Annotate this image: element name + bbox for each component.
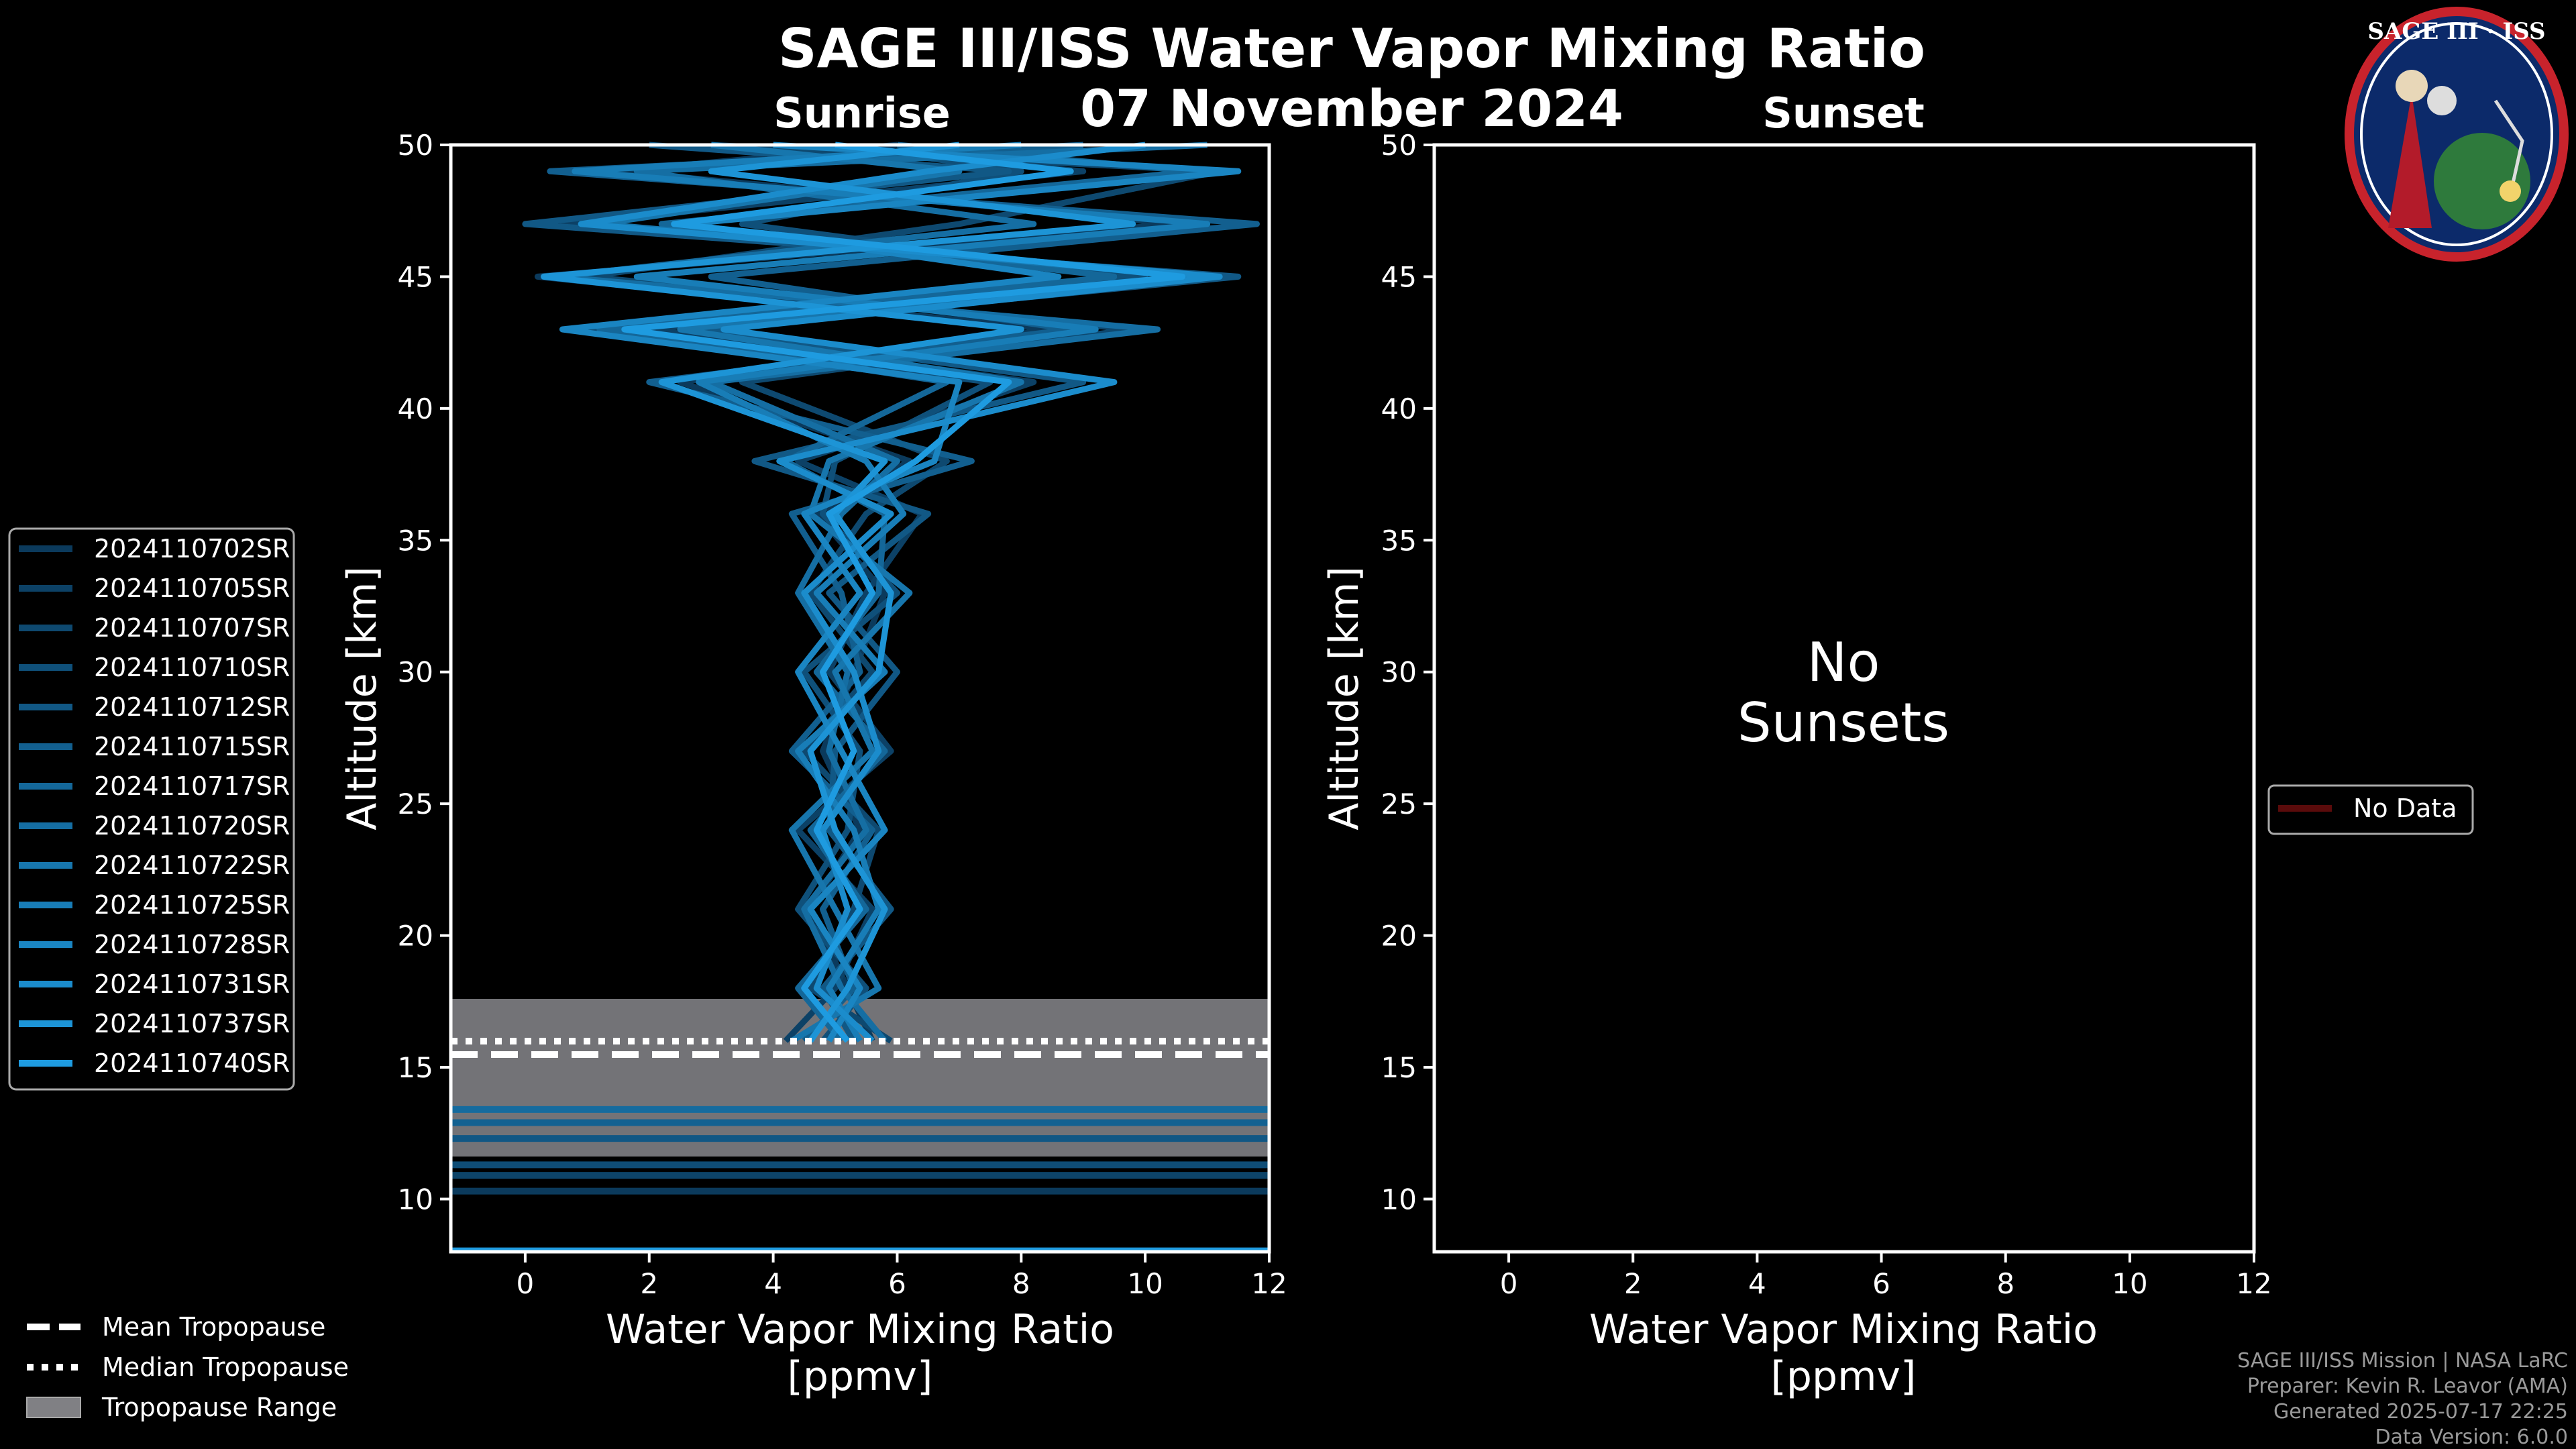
legend-label-2024110731SR: 2024110731SR <box>94 969 290 999</box>
sunrise-ytick-label: 40 <box>398 392 433 425</box>
sunrise-profiles <box>522 142 1260 1044</box>
sunrise-ytick-label: 45 <box>398 260 433 293</box>
chart-title: SAGE III/ISS Water Vapor Mixing Ratio <box>778 17 1925 80</box>
sunset-x-ticks: 0 2 4 6 8 10 12 <box>1500 1252 2272 1300</box>
sunset-xtick-label: 6 <box>1872 1267 1890 1300</box>
legend-label-2024110717SR: 2024110717SR <box>94 771 290 801</box>
no-data-legend-label: No Data <box>2353 794 2457 823</box>
sunrise-y-axis-label: Altitude [km] <box>339 566 386 830</box>
sunset-xtick-label: 12 <box>2236 1267 2271 1300</box>
low-altitude-lines <box>451 1106 1269 1251</box>
sunset-ytick-label: 40 <box>1381 392 1417 425</box>
credits: SAGE III/ISS Mission | NASA LaRC Prepare… <box>2237 1349 2568 1449</box>
sunset-panel-title: Sunset <box>1762 89 1925 138</box>
chart-date: 07 November 2024 <box>1080 78 1623 138</box>
legend-label-2024110737SR: 2024110737SR <box>94 1009 290 1038</box>
no-sunsets-line2: Sunsets <box>1737 692 1949 754</box>
no-data-legend: No Data <box>2267 784 2474 835</box>
sunrise-y-ticks: 10 15 20 25 30 35 40 45 50 <box>398 129 451 1216</box>
badge-text: SAGE III · ISS <box>2367 18 2545 45</box>
profile-line-2024110720SR <box>553 142 1208 1043</box>
legend-label-2024110705SR: 2024110705SR <box>94 574 290 603</box>
credit-generated: Generated 2025-07-17 22:25 <box>2273 1400 2568 1424</box>
sunrise-panel: 10 15 20 25 30 35 40 45 50 0 2 4 6 8 10 12 Altitude [k… <box>339 129 1287 1400</box>
sunrise-xtick-label: 2 <box>640 1267 658 1300</box>
sunrise-ytick-label: 15 <box>398 1051 433 1084</box>
sunset-xtick-label: 0 <box>1500 1267 1518 1300</box>
sunset-x-axis-label: Water Vapor Mixing Ratio <box>1589 1306 2098 1353</box>
series-legend: 2024110702SR 2024110705SR 2024110707SR 2024… <box>8 527 295 1091</box>
profile-line-2024110737SR <box>541 142 1136 1043</box>
sunset-plot-frame <box>1432 143 2256 1254</box>
legend-label-2024110728SR: 2024110728SR <box>94 930 290 959</box>
credit-data-version: Data Version: 6.0.0 <box>2375 1426 2568 1449</box>
sunset-ytick-label: 30 <box>1381 656 1417 689</box>
sunset-ytick-label: 15 <box>1381 1051 1417 1084</box>
sunrise-xtick-label: 4 <box>764 1267 782 1300</box>
sunrise-xtick-label: 10 <box>1127 1267 1163 1300</box>
legend-label-2024110722SR: 2024110722SR <box>94 851 290 880</box>
sunrise-xtick-label: 12 <box>1251 1267 1287 1300</box>
sunset-xtick-label: 8 <box>1996 1267 2015 1300</box>
sunset-xtick-label: 10 <box>2112 1267 2147 1300</box>
sunrise-x-axis-label: Water Vapor Mixing Ratio <box>606 1306 1114 1353</box>
legend-label-2024110725SR: 2024110725SR <box>94 890 290 920</box>
sunset-y-ticks: 10 15 20 25 30 35 40 45 50 <box>1381 129 1434 1216</box>
sunset-ytick-label: 10 <box>1381 1183 1417 1216</box>
sunset-y-axis-label: Altitude [km] <box>1321 566 1368 830</box>
sunrise-xtick-label: 6 <box>888 1267 906 1300</box>
legend-label-2024110707SR: 2024110707SR <box>94 613 290 643</box>
sunset-x-axis-units: [ppmv] <box>1771 1353 1917 1400</box>
sunset-ytick-label: 20 <box>1381 920 1417 953</box>
tropopause-legend: Mean Tropopause Median Tropopause Tropop… <box>26 1312 349 1422</box>
legend-label-2024110720SR: 2024110720SR <box>94 811 290 841</box>
profile-line-2024110731SR <box>578 142 1223 1043</box>
sunrise-ytick-label: 50 <box>398 129 433 162</box>
sunset-ytick-label: 45 <box>1381 260 1417 293</box>
sunrise-ytick-label: 35 <box>398 524 433 557</box>
no-sunsets-line1: No <box>1807 631 1880 694</box>
sunrise-ytick-label: 10 <box>398 1183 433 1216</box>
sunrise-plot-frame <box>449 143 1271 1254</box>
sunrise-x-ticks: 0 2 4 6 8 10 12 <box>517 1252 1287 1300</box>
sunset-ytick-label: 25 <box>1381 788 1417 820</box>
credit-preparer: Preparer: Kevin R. Leavor (AMA) <box>2247 1375 2568 1398</box>
sunset-panel: 10 15 20 25 30 35 40 45 50 0 2 4 6 8 10 12 Altitude [k… <box>1321 129 2272 1400</box>
tropopause-range-swatch <box>26 1397 81 1418</box>
sunset-ytick-label: 35 <box>1381 524 1417 557</box>
sunset-xtick-label: 4 <box>1748 1267 1766 1300</box>
legend-label-2024110702SR: 2024110702SR <box>94 534 290 564</box>
profile-line-2024110740SR <box>621 142 1186 1043</box>
sunrise-x-axis-units: [ppmv] <box>788 1353 933 1400</box>
sunset-xtick-label: 2 <box>1624 1267 1642 1300</box>
sunrise-ytick-label: 25 <box>398 788 433 820</box>
sunrise-ytick-label: 30 <box>398 656 433 689</box>
median-tropopause-label: Median Tropopause <box>102 1352 349 1382</box>
sunset-ytick-label: 50 <box>1381 129 1417 162</box>
legend-label-2024110710SR: 2024110710SR <box>94 653 290 682</box>
tropopause-range-label: Tropopause Range <box>101 1393 337 1422</box>
sunrise-ytick-label: 20 <box>398 920 433 953</box>
sunrise-xtick-label: 0 <box>517 1267 535 1300</box>
sunrise-panel-title: Sunrise <box>773 89 951 138</box>
mean-tropopause-label: Mean Tropopause <box>102 1312 325 1342</box>
sage-iss-badge: SAGE III · ISS <box>2345 7 2569 262</box>
legend-label-2024110715SR: 2024110715SR <box>94 732 290 761</box>
legend-label-2024110712SR: 2024110712SR <box>94 692 290 722</box>
sunrise-xtick-label: 8 <box>1012 1267 1030 1300</box>
credit-mission: SAGE III/ISS Mission | NASA LaRC <box>2237 1349 2568 1373</box>
legend-label-2024110740SR: 2024110740SR <box>94 1049 290 1078</box>
